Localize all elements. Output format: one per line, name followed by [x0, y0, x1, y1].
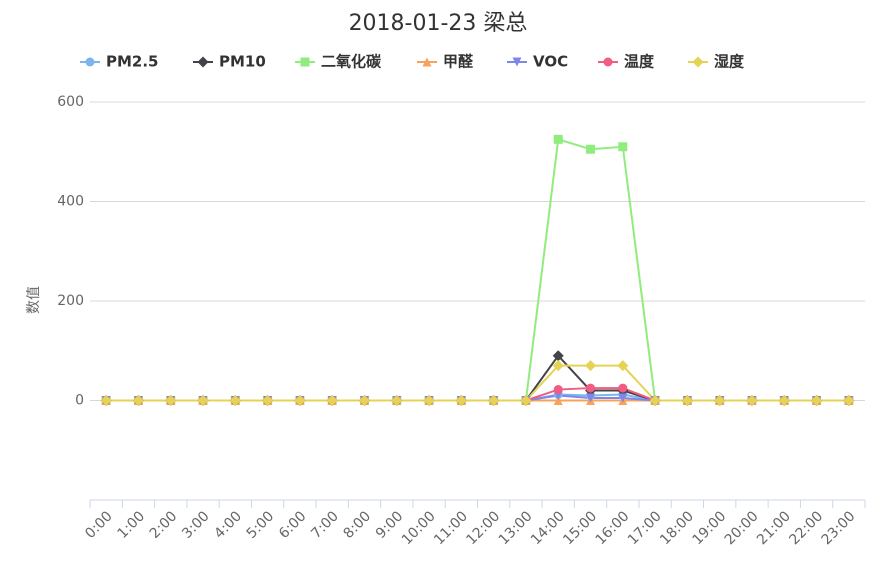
data-point — [132, 395, 144, 406]
legend-marker — [300, 57, 310, 67]
legend-item[interactable]: 湿度 — [688, 53, 745, 71]
x-tick-label: 12:00 — [463, 508, 503, 548]
x-tick-label: 18:00 — [657, 508, 697, 548]
data-point — [618, 383, 628, 393]
x-tick-label: 23:00 — [819, 508, 859, 548]
x-tick-label: 22:00 — [786, 508, 826, 548]
data-point — [553, 396, 563, 405]
data-point — [294, 395, 306, 406]
x-tick-label: 10:00 — [399, 508, 439, 548]
x-tick-label: 3:00 — [179, 508, 213, 542]
data-point — [488, 395, 500, 406]
x-tick-label: 2:00 — [147, 508, 181, 542]
data-point — [358, 395, 370, 406]
legend-label: 湿度 — [714, 53, 745, 71]
series-line — [106, 387, 849, 402]
y-axis-label: 数值 — [26, 286, 42, 314]
x-tick-label: 8:00 — [341, 508, 375, 542]
legend-label: 温度 — [624, 53, 655, 71]
y-tick-label: 600 — [57, 94, 84, 110]
data-point — [423, 395, 435, 406]
data-point — [649, 395, 661, 406]
data-point — [778, 395, 790, 406]
data-point — [617, 360, 629, 372]
legend-marker — [603, 57, 613, 67]
data-point — [681, 395, 693, 406]
data-point — [553, 385, 563, 395]
x-tick-label: 5:00 — [244, 508, 278, 542]
legend-item[interactable]: VOC — [507, 53, 568, 71]
data-point — [165, 395, 177, 406]
x-tick-label: 0:00 — [82, 508, 116, 542]
series-line — [106, 364, 849, 402]
data-point — [618, 142, 628, 152]
legend-label: PM10 — [219, 53, 266, 71]
data-point — [586, 144, 596, 154]
legend-label: 甲醛 — [443, 53, 474, 71]
legend-label: VOC — [533, 53, 568, 71]
legend-item[interactable]: 温度 — [598, 53, 655, 71]
y-tick-label: 200 — [57, 293, 84, 309]
x-tick-label: 4:00 — [211, 508, 245, 542]
series-line — [106, 138, 849, 402]
legend-marker — [512, 57, 522, 67]
data-point — [714, 395, 726, 406]
x-tick-label: 14:00 — [528, 508, 568, 548]
legend-label: PM2.5 — [106, 53, 159, 71]
data-point — [586, 393, 596, 403]
legend-marker — [422, 57, 432, 67]
data-point — [585, 360, 597, 372]
data-point — [552, 360, 564, 372]
legend-item[interactable]: PM10 — [193, 53, 266, 71]
data-point — [811, 395, 823, 406]
data-point — [262, 395, 274, 406]
data-point — [391, 395, 403, 406]
data-point — [553, 134, 563, 144]
legend-item[interactable]: 二氧化碳 — [295, 53, 382, 71]
x-tick-label: 20:00 — [722, 508, 762, 548]
x-tick-label: 6:00 — [276, 508, 310, 542]
x-tick-label: 21:00 — [754, 508, 794, 548]
legend-item[interactable]: PM2.5 — [80, 53, 159, 71]
data-point — [197, 395, 209, 406]
data-point — [100, 395, 112, 406]
x-tick-label: 7:00 — [308, 508, 342, 542]
data-point — [455, 395, 467, 406]
x-tick-label: 16:00 — [593, 508, 633, 548]
x-tick-label: 13:00 — [496, 508, 536, 548]
legend-item[interactable]: 甲醛 — [417, 53, 474, 71]
legend-marker — [85, 57, 95, 67]
data-point — [326, 395, 338, 406]
x-tick-label: 15:00 — [560, 508, 600, 548]
legend-label: 二氧化碳 — [321, 53, 382, 71]
x-tick-label: 11:00 — [431, 508, 471, 548]
data-point — [746, 395, 758, 406]
series-line — [106, 354, 849, 402]
data-point — [618, 393, 628, 403]
data-point — [586, 383, 596, 393]
y-tick-label: 400 — [57, 194, 84, 210]
y-tick-label: 0 — [75, 393, 84, 409]
x-tick-label: 19:00 — [689, 508, 729, 548]
data-point — [520, 395, 532, 406]
data-point — [229, 395, 241, 406]
x-tick-label: 1:00 — [115, 508, 149, 542]
chart-title: 2018-01-23 梁总 — [349, 11, 528, 36]
legend-marker — [692, 56, 704, 68]
data-point — [843, 395, 855, 406]
legend-marker — [197, 56, 209, 68]
data-point — [552, 350, 564, 362]
x-tick-label: 17:00 — [625, 508, 665, 548]
